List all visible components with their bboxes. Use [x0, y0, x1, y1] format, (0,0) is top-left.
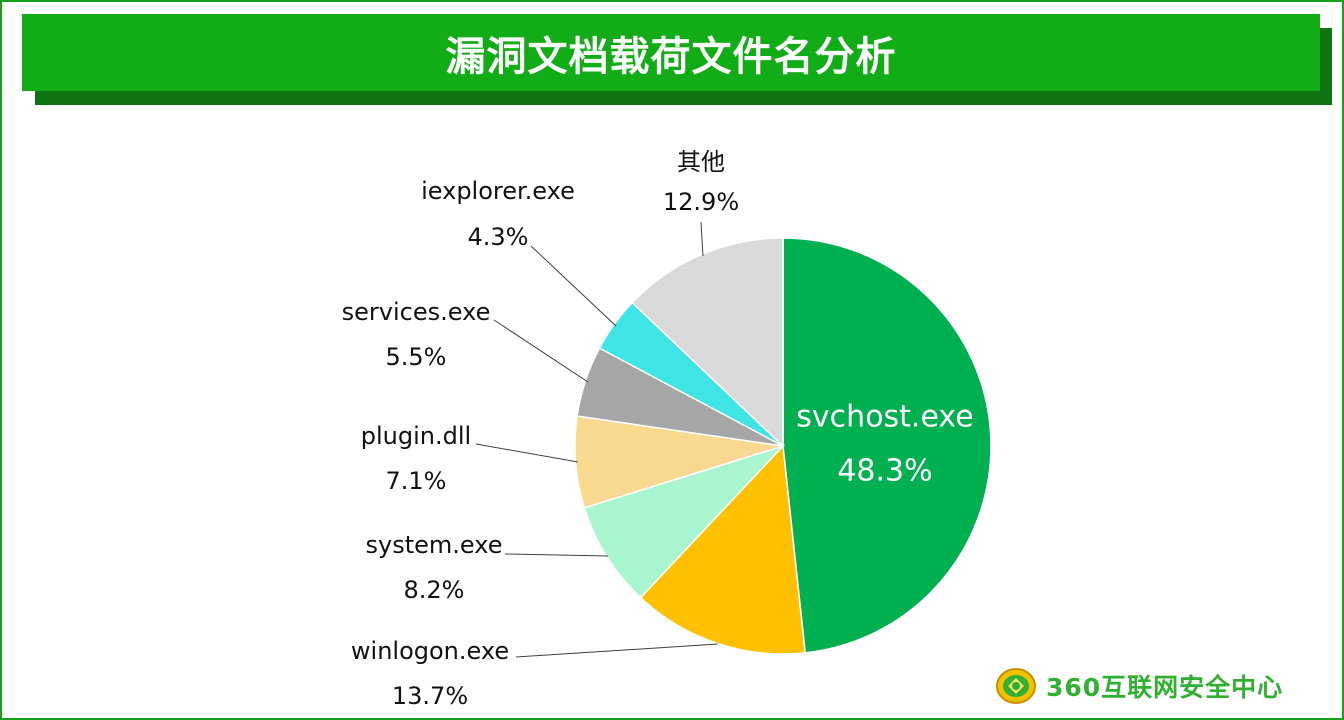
leader-line: [515, 643, 719, 658]
leader-line: [493, 319, 589, 383]
slice-name-label: iexplorer.exe: [421, 177, 575, 205]
leader-line: [475, 443, 579, 463]
slice-name-label: 其他: [677, 148, 725, 176]
slice-percent-label: 7.1%: [386, 467, 447, 495]
slice-name-label: winlogon.exe: [351, 637, 509, 665]
slice-name-label: services.exe: [342, 298, 491, 326]
360-shield-icon: [996, 668, 1036, 704]
leader-line: [530, 245, 617, 327]
slice-percent-label: 5.5%: [386, 343, 447, 371]
leader-line: [700, 221, 704, 257]
slice-percent-label: 8.2%: [404, 576, 465, 604]
pie-slice: [631, 237, 784, 448]
leader-line: [504, 553, 609, 557]
slice-percent-label: 4.3%: [468, 223, 529, 251]
slice-name-label: system.exe: [366, 531, 503, 559]
slice-percent-label: 13.7%: [392, 682, 468, 710]
slice-percent-label: 48.3%: [837, 454, 932, 489]
slice-name-label: plugin.dll: [361, 422, 471, 450]
page-title: 漏洞文档载荷文件名分析: [22, 14, 1320, 91]
slice-percent-label: 12.9%: [663, 188, 739, 216]
slice-name-label: svchost.exe: [796, 400, 973, 435]
pie-slice: [639, 444, 807, 655]
pie-slice: [782, 237, 992, 654]
logo: 360互联网安全中心: [994, 665, 1283, 707]
logo-text: 360互联网安全中心: [1046, 673, 1284, 702]
